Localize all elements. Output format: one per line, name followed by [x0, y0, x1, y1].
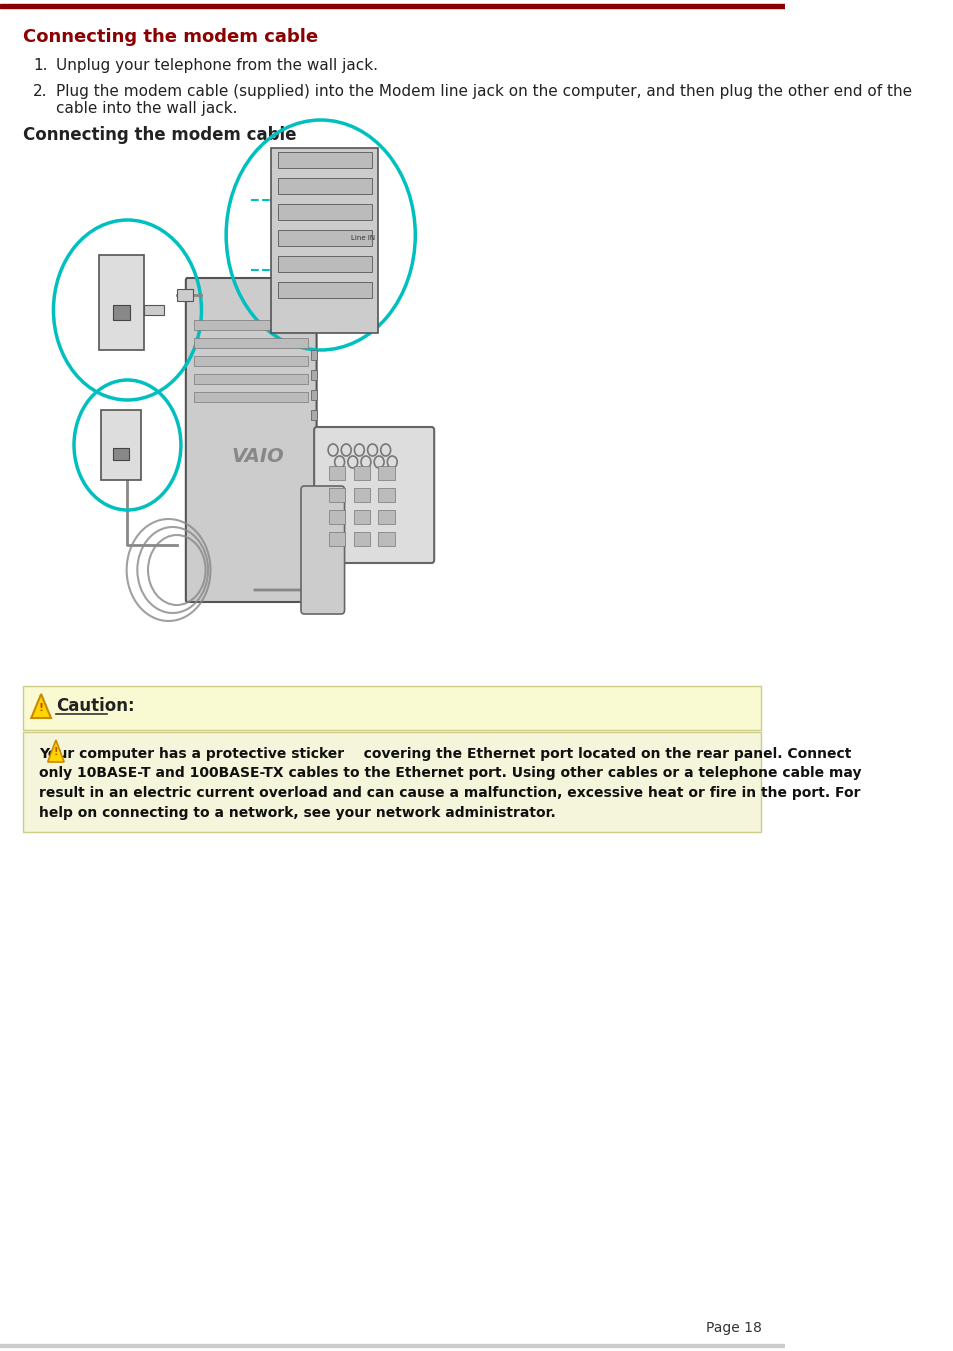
- Bar: [311, 370, 317, 380]
- FancyBboxPatch shape: [300, 486, 344, 613]
- Bar: [0, 4, 783, 8]
- Text: 2.: 2.: [32, 84, 48, 99]
- Bar: [277, 204, 372, 220]
- Bar: [277, 178, 372, 195]
- Bar: [354, 488, 370, 503]
- Bar: [329, 488, 345, 503]
- Bar: [277, 255, 372, 272]
- Text: Plug the modem cable (supplied) into the Modem line jack on the computer, and th: Plug the modem cable (supplied) into the…: [56, 84, 911, 116]
- Bar: [311, 350, 317, 359]
- Bar: [329, 466, 345, 480]
- Bar: [311, 409, 317, 420]
- Bar: [271, 149, 378, 332]
- Bar: [378, 488, 395, 503]
- Polygon shape: [31, 694, 51, 717]
- FancyBboxPatch shape: [314, 427, 434, 563]
- Text: Line IN: Line IN: [351, 235, 375, 240]
- FancyBboxPatch shape: [186, 278, 316, 603]
- Bar: [113, 305, 130, 320]
- Bar: [277, 282, 372, 299]
- Text: VAIO: VAIO: [231, 446, 284, 466]
- Bar: [112, 449, 129, 459]
- Bar: [354, 509, 370, 524]
- Text: Caution:: Caution:: [56, 697, 134, 715]
- Bar: [193, 374, 308, 384]
- Bar: [329, 532, 345, 546]
- Bar: [98, 255, 144, 350]
- Bar: [23, 732, 760, 832]
- Text: Connecting the modem cable: Connecting the modem cable: [23, 28, 317, 46]
- Bar: [354, 532, 370, 546]
- Bar: [176, 289, 193, 301]
- Bar: [277, 153, 372, 168]
- Bar: [329, 509, 345, 524]
- Bar: [311, 390, 317, 400]
- Bar: [193, 357, 308, 366]
- Bar: [277, 230, 372, 246]
- Text: Your computer has a protective sticker    covering the Ethernet port located on : Your computer has a protective sticker c…: [39, 747, 862, 820]
- Bar: [378, 509, 395, 524]
- Bar: [193, 338, 308, 349]
- Bar: [193, 320, 308, 330]
- Bar: [23, 686, 760, 730]
- Bar: [378, 466, 395, 480]
- Text: Unplug your telephone from the wall jack.: Unplug your telephone from the wall jack…: [56, 58, 377, 73]
- Text: 1.: 1.: [32, 58, 48, 73]
- Bar: [354, 466, 370, 480]
- Bar: [144, 305, 164, 315]
- Text: !: !: [53, 747, 58, 757]
- Text: !: !: [38, 703, 44, 713]
- Text: Connecting the modem cable: Connecting the modem cable: [23, 126, 296, 145]
- Bar: [193, 392, 308, 403]
- Polygon shape: [48, 740, 64, 762]
- Bar: [0, 1344, 783, 1347]
- Bar: [101, 409, 140, 480]
- Bar: [378, 532, 395, 546]
- Text: Page 18: Page 18: [705, 1321, 760, 1335]
